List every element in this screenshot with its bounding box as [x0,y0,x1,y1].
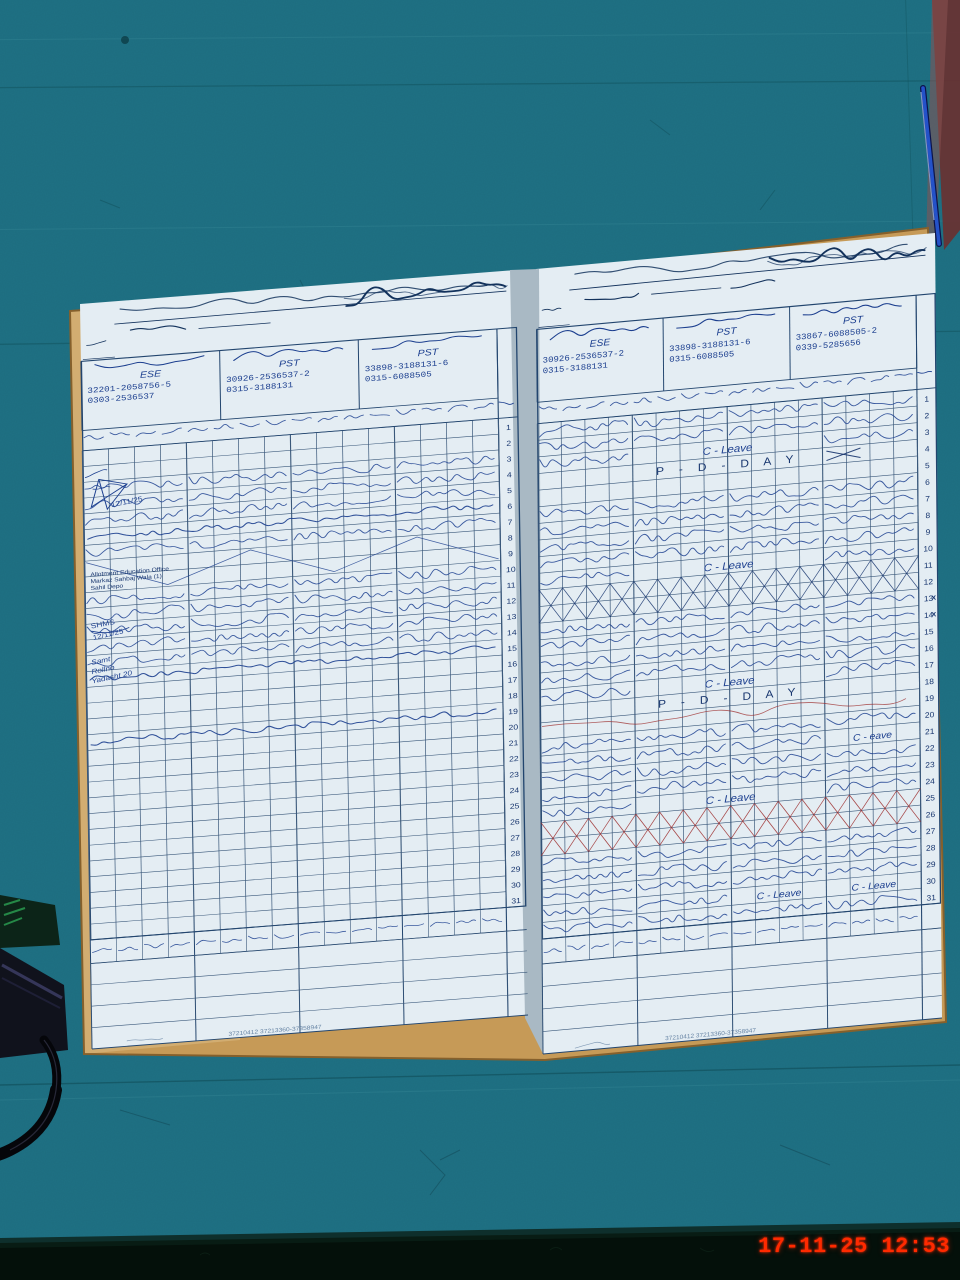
svg-text:9: 9 [508,550,514,559]
svg-text:31: 31 [926,893,936,902]
svg-text:10: 10 [923,544,933,553]
svg-text:29: 29 [511,865,521,874]
svg-text:ESE: ESE [140,369,162,381]
svg-text:12: 12 [506,597,516,606]
svg-text:21: 21 [509,739,519,748]
svg-text:26: 26 [926,810,936,819]
svg-text:5: 5 [925,461,930,470]
svg-text:24: 24 [925,777,935,786]
svg-text:6: 6 [507,502,513,511]
svg-text:2: 2 [925,411,930,420]
svg-text:9: 9 [926,528,931,537]
svg-text:4: 4 [925,445,930,454]
svg-text:15: 15 [507,644,517,653]
svg-text:18: 18 [925,677,935,686]
svg-text:19: 19 [508,707,518,716]
svg-text:13: 13 [507,613,517,622]
svg-text:30: 30 [511,881,521,890]
svg-text:7: 7 [508,518,514,527]
svg-text:11: 11 [506,581,516,590]
svg-text:5: 5 [507,486,513,495]
svg-text:25: 25 [926,793,936,802]
svg-text:X: X [932,611,937,618]
svg-text:29: 29 [926,860,936,869]
svg-text:10: 10 [506,565,516,574]
svg-text:PST: PST [843,315,864,327]
svg-text:31: 31 [511,897,521,906]
svg-text:24: 24 [509,786,519,795]
svg-text:ESE: ESE [590,337,611,349]
svg-text:PST: PST [716,326,737,338]
svg-text:28: 28 [926,843,936,852]
svg-text:11: 11 [924,561,933,570]
svg-text:X: X [931,595,936,602]
svg-text:20: 20 [925,710,935,719]
svg-text:27: 27 [926,827,936,836]
svg-text:23: 23 [925,760,935,769]
svg-text:3: 3 [925,428,930,437]
svg-text:15: 15 [924,627,934,636]
svg-text:PST: PST [279,358,301,370]
svg-text:1: 1 [924,395,929,404]
svg-text:28: 28 [510,849,520,858]
svg-text:22: 22 [925,744,935,753]
svg-text:16: 16 [924,644,934,653]
svg-text:1: 1 [506,423,512,432]
svg-text:8: 8 [925,511,930,520]
svg-text:14: 14 [507,628,517,637]
svg-text:27: 27 [510,833,520,842]
svg-text:20: 20 [508,723,518,732]
svg-text:23: 23 [509,770,519,779]
svg-text:25: 25 [510,802,520,811]
svg-text:22: 22 [509,755,519,764]
svg-text:6: 6 [925,478,930,487]
svg-text:30: 30 [926,877,936,886]
svg-text:16: 16 [507,660,517,669]
svg-text:3: 3 [507,455,513,464]
svg-text:2: 2 [506,439,512,448]
svg-text:7: 7 [925,494,930,503]
svg-text:21: 21 [925,727,935,736]
svg-text:19: 19 [925,694,935,703]
svg-text:26: 26 [510,818,520,827]
svg-text:18: 18 [508,691,518,700]
svg-text:17: 17 [924,660,934,669]
svg-text:12: 12 [924,577,934,586]
svg-text:PST: PST [418,347,440,359]
svg-text:8: 8 [508,534,514,543]
svg-text:17: 17 [508,676,518,685]
svg-text:4: 4 [507,471,513,480]
